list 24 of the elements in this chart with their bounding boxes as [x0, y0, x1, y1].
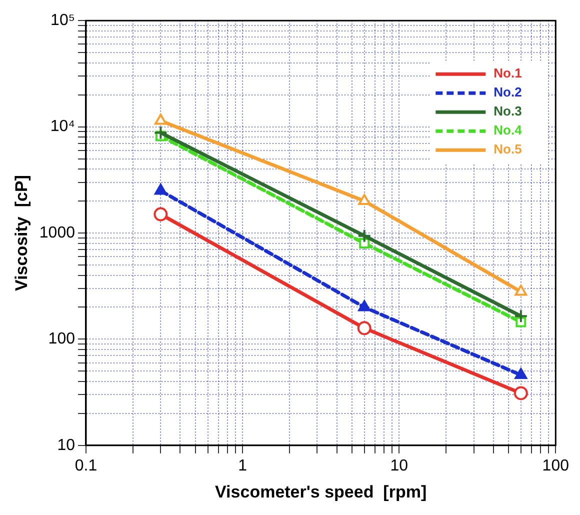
legend-label: No.3: [494, 104, 522, 119]
x-axis-title: Viscometer's speed [rpm]: [215, 482, 427, 502]
y-tick-label: 10⁵: [50, 12, 75, 30]
legend-label: No.5: [494, 142, 522, 157]
point: [154, 114, 167, 125]
y-tick-label: 100: [48, 330, 76, 348]
x-tick-label: 0.1: [74, 457, 98, 474]
x-tick-label: 10: [390, 457, 408, 474]
x-tick-label: 1: [238, 457, 248, 474]
y-tick-label: 10: [57, 436, 76, 454]
point: [154, 184, 167, 195]
point: [514, 368, 528, 380]
y-tick-label: 10⁴: [50, 118, 76, 136]
legend-label: No.2: [494, 84, 522, 100]
y-axis-title: Viscosity [cP]: [12, 175, 31, 291]
y-tick-label: 1000: [39, 224, 76, 242]
point: [154, 207, 168, 222]
point: [514, 386, 528, 400]
point: [154, 126, 168, 140]
x-tick-label: 100: [542, 457, 570, 474]
legend-label: No.4: [494, 122, 523, 138]
point: [514, 309, 528, 324]
point: [514, 284, 528, 296]
legend-label: No.1: [494, 66, 522, 81]
